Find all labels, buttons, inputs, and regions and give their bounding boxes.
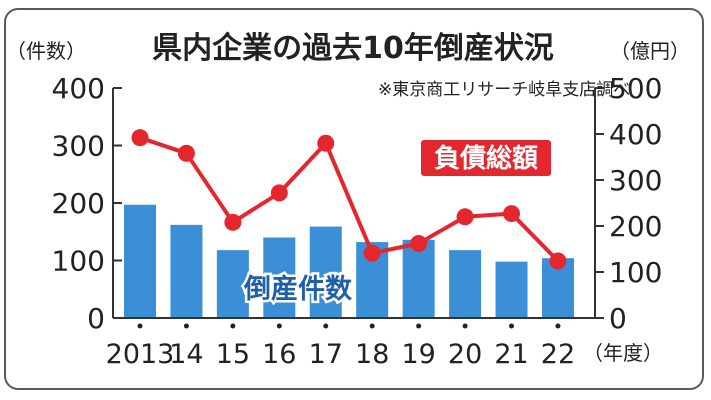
x-tick-dot	[276, 323, 282, 329]
bar-21	[495, 261, 528, 318]
debt-point-16	[270, 184, 288, 202]
debt-point-17	[317, 134, 335, 152]
x-tick-dot	[369, 323, 375, 329]
x-tick-dot	[323, 323, 329, 329]
left-tick-label: 0	[87, 302, 105, 335]
left-tick-label: 300	[52, 130, 105, 163]
chart-title: 県内企業の過去10年倒産状況	[152, 31, 554, 66]
debt-point-15	[224, 213, 242, 231]
debt-point-18	[363, 244, 381, 262]
chart-frame	[4, 8, 704, 390]
x-tick-dot	[137, 323, 143, 329]
debt-point-21	[503, 205, 521, 223]
x-tick-dot	[183, 323, 189, 329]
line-legend-label: 負債総額	[421, 140, 551, 176]
left-axis-unit: （件数）	[6, 39, 86, 63]
x-tick-label: 22	[541, 339, 575, 370]
x-tick-dot	[230, 323, 236, 329]
x-tick-label: 21	[494, 339, 528, 370]
right-tick-label: 300	[609, 164, 662, 197]
right-axis-unit: （億円）	[610, 39, 690, 63]
bar-15	[216, 250, 249, 318]
debt-point-19	[410, 234, 428, 252]
line-legend-box	[421, 140, 551, 176]
right-tick-label: 200	[609, 210, 662, 243]
debt-line	[139, 135, 560, 263]
line-legend-text: 負債総額	[434, 143, 538, 174]
x-tick-dot	[509, 323, 515, 329]
left-tick-label: 100	[52, 245, 105, 278]
x-tick-label: 15	[216, 339, 250, 370]
x-tick-label: 14	[169, 339, 203, 370]
bar-17	[309, 226, 342, 318]
left-tick-label: 200	[52, 187, 105, 220]
bar-20	[449, 250, 482, 318]
right-tick-label: 400	[609, 118, 662, 151]
x-tick-dot	[462, 323, 468, 329]
x-tick-label: 19	[401, 339, 435, 370]
right-tick-label: 0	[609, 302, 627, 335]
x-tick-label: 18	[355, 339, 389, 370]
bar-series-label: 倒産件数	[243, 273, 353, 305]
left-tick-label: 400	[52, 72, 105, 105]
x-tick-label: 2013	[106, 339, 175, 370]
bar-16	[263, 237, 296, 318]
x-tick-label: 20	[448, 339, 482, 370]
bar-19	[402, 239, 435, 318]
bar-14	[170, 224, 203, 318]
debt-point-20	[456, 208, 474, 226]
x-tick-label: 17	[309, 339, 343, 370]
x-tick-dot	[416, 323, 422, 329]
bar-2013	[124, 204, 156, 318]
x-tick-dot	[555, 323, 561, 329]
right-tick-label: 500	[609, 72, 662, 105]
x-axis-unit: （年度）	[583, 341, 663, 365]
source-note: ※東京商工リサーチ岐阜支店調べ	[378, 80, 630, 100]
x-tick-label: 16	[262, 339, 296, 370]
debt-point-22	[549, 252, 567, 270]
debt-point-2013	[131, 129, 149, 147]
debt-point-14	[177, 144, 195, 162]
right-tick-label: 100	[609, 256, 662, 289]
